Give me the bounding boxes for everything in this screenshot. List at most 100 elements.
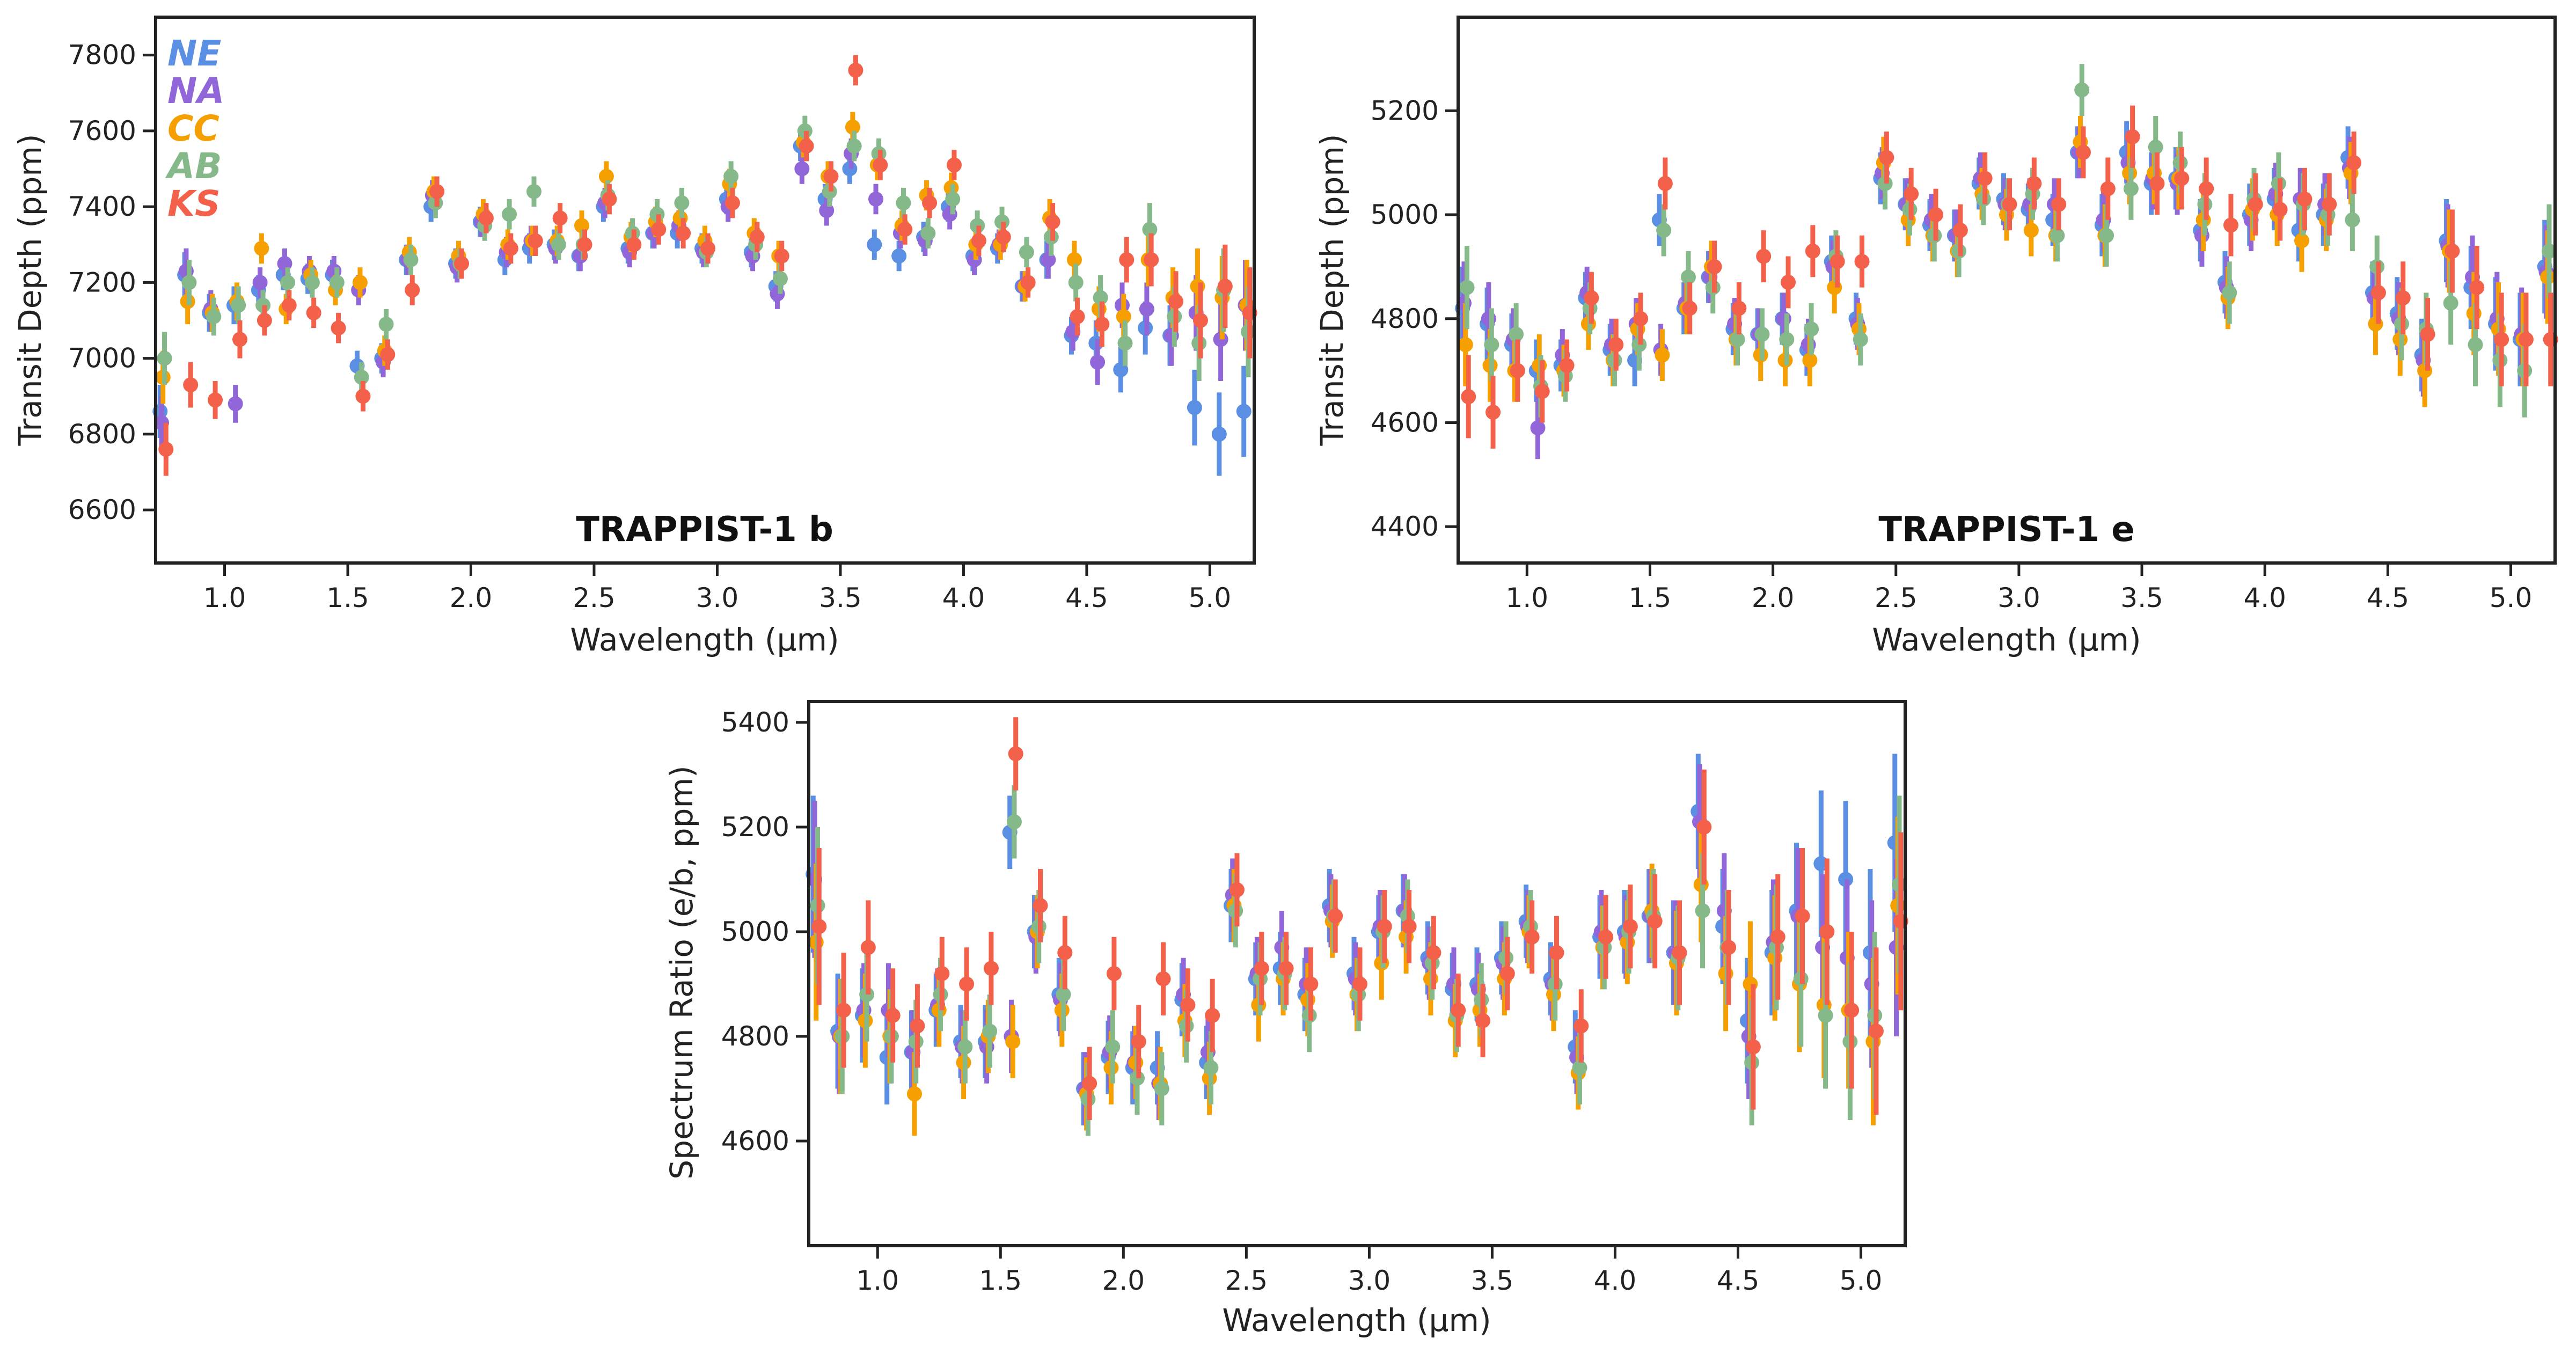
data-point [378,317,394,332]
legend-entry-ne: NE [167,33,221,74]
data-point [1119,252,1135,267]
x-tick-label: 1.0 [203,582,246,613]
data-point [1818,1008,1833,1023]
x-tick-label: 1.5 [979,1265,1022,1296]
data-point [1680,269,1696,285]
panel-3-xlabel: Wavelength (μm) [1222,1302,1491,1339]
data-point [1033,898,1048,913]
data-point [1721,940,1737,955]
data-point [1770,929,1785,945]
data-point [1499,966,1515,981]
data-point [1211,426,1227,442]
data-point [860,940,876,955]
data-point [1682,301,1697,316]
data-point [2248,196,2263,212]
data-point [1781,274,1796,290]
data-point [1117,335,1133,351]
data-point [1598,929,1614,945]
data-point [2075,144,2091,160]
data-point [772,271,788,287]
data-point [1524,929,1540,945]
panel-2-ylabel: Transit Depth (ppm) [1314,134,1350,446]
data-point [354,369,369,385]
data-point [206,309,222,324]
data-point [1105,1039,1121,1055]
panel-2-title: TRAPPIST-1 e [1878,510,2134,550]
data-point [1006,814,1022,830]
y-tick-label: 4400 [1371,511,1439,542]
data-point [845,119,860,135]
data-point [181,275,197,290]
data-point [158,442,174,457]
data-point [1805,243,1820,259]
data-point [1139,301,1154,317]
data-point [1093,290,1108,305]
data-point [885,1008,901,1023]
data-point [676,225,691,241]
data-point [577,237,592,252]
data-point [2050,228,2065,243]
data-point [1451,1003,1466,1018]
data-point [2494,332,2509,347]
data-point [2445,243,2460,259]
data-point [2074,82,2090,98]
data-point [1745,1039,1761,1055]
panel-spectrum-ratio: 1.0 1.5 2.0 2.5 3.0 3.5 4.0 4.5 5.0 4600 4800 5000 5… [663,700,1908,1339]
data-point [1608,337,1624,353]
data-point [996,229,1011,245]
legend-entry-ks: KS [167,183,221,224]
data-point [1530,420,1546,436]
y-tick-label: 5200 [1371,95,1439,126]
data-point [1572,1060,1587,1076]
x-tick-label: 2.0 [1102,1265,1145,1296]
data-point [1303,976,1319,992]
data-point [228,396,243,412]
data-point [2346,155,2362,171]
data-point [2002,196,2017,212]
data-point [1534,384,1550,399]
data-point [1180,997,1196,1013]
data-point [429,184,445,199]
data-point [329,275,345,290]
data-point [1633,311,1649,326]
data-point [528,233,543,248]
data-point [478,210,494,226]
y-tick-label: 7200 [68,267,136,298]
data-point [1426,945,1441,960]
data-point [846,138,862,154]
data-point [1707,259,1722,274]
x-tick-label: 2.5 [573,582,616,613]
data-point [799,138,814,154]
data-point [2125,129,2140,144]
data-point [724,195,740,211]
data-point [252,275,268,290]
panel-1-ticks: 1.0 1.5 2.0 2.5 3.0 3.5 4.0 4.5 5.0 6600 6800 7000 7… [68,40,1231,613]
data-point [2322,196,2337,212]
x-tick-label: 4.5 [1717,1265,1760,1296]
data-point [380,347,396,362]
data-point [873,157,888,173]
data-point [945,192,961,207]
data-point [1647,913,1663,929]
x-tick-label: 1.5 [326,582,369,613]
y-tick-label: 4600 [1371,407,1439,438]
data-point [868,192,884,207]
y-tick-label: 5000 [721,916,789,947]
data-point [1879,150,1894,165]
data-point [910,1018,925,1034]
data-point [2099,228,2114,243]
y-tick-label: 5200 [721,811,789,843]
data-point [1904,186,1919,202]
data-point [723,169,739,184]
data-point [403,252,419,267]
data-point [2468,337,2483,353]
data-point [651,222,667,237]
data-point [891,248,907,264]
x-tick-label: 5.0 [1189,582,1232,613]
data-point [1116,309,1131,324]
data-point [1328,908,1343,924]
data-point [1819,924,1835,939]
data-point [934,966,950,981]
data-point [1952,223,1968,238]
